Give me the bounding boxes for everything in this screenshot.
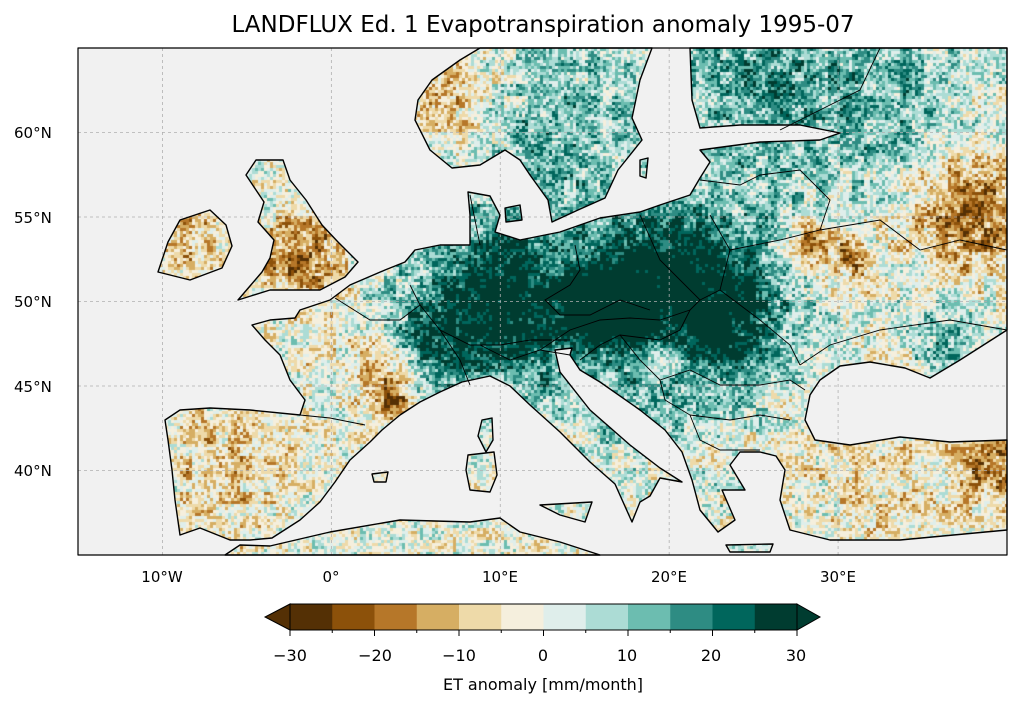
colorbar-swatch	[543, 604, 587, 630]
gridlines	[78, 48, 1007, 555]
colorbar-tick-label: −10	[442, 646, 476, 665]
coastline-mallorca	[371, 471, 389, 483]
coastline-sardinia	[465, 451, 498, 493]
colorbar-swatch	[290, 604, 333, 630]
colorbar-swatch	[416, 604, 460, 630]
coastline-crete	[725, 543, 774, 553]
y-tick-label: 55°N	[14, 209, 52, 227]
colorbar-swatch	[374, 604, 418, 630]
colorbar-tick-label: −30	[273, 646, 307, 665]
x-tick-label: 20°E	[650, 568, 688, 586]
colorbar-swatch	[332, 604, 375, 630]
colorbar-tick-label: 30	[785, 646, 807, 665]
y-tick-label: 50°N	[14, 293, 52, 311]
coastline-gb	[237, 159, 359, 301]
colorbar-tick-label: 10	[616, 646, 638, 665]
coastline-sicily	[539, 501, 593, 523]
coastlines-borders	[77, 47, 1008, 556]
y-tick-label: 45°N	[14, 378, 52, 396]
colorbar-tick-label: 20	[700, 646, 722, 665]
coastline-gotland	[639, 157, 649, 179]
x-tick-label: 30°E	[819, 568, 857, 586]
colorbar-swatch	[712, 604, 756, 630]
colorbar-swatch	[501, 604, 544, 630]
coastline-ireland	[157, 209, 233, 281]
colorbar-swatch	[754, 604, 798, 630]
country-borders	[299, 47, 1008, 451]
map-frame	[77, 47, 1008, 556]
x-tick-label: 10°E	[481, 568, 519, 586]
coastline-scandinavia	[414, 47, 653, 223]
colorbar-label: ET anomaly [mm/month]	[442, 675, 644, 694]
x-tick-label: 10°W	[141, 568, 183, 586]
coastline-africa	[224, 517, 601, 556]
colorbar-swatch	[585, 604, 629, 630]
colorbar-extend-max	[796, 603, 822, 631]
coastline-corsica	[477, 417, 494, 453]
coastline-mainland	[164, 47, 1008, 541]
colorbar-swatch	[670, 604, 713, 630]
colorbar-outline	[289, 603, 798, 631]
colorbar-swatch	[459, 604, 502, 630]
coastline-denmark_isl	[504, 204, 523, 223]
y-tick-label: 60°N	[14, 124, 52, 142]
colorbar-swatch	[628, 604, 671, 630]
colorbar-extend-min	[263, 603, 291, 631]
colorbar-tick-label: 0	[537, 646, 549, 665]
x-tick-label: 0°	[322, 568, 340, 586]
colorbar-tick-label: −20	[358, 646, 392, 665]
map-title: LANDFLUX Ed. 1 Evapotranspiration anomal…	[231, 12, 855, 38]
y-tick-label: 40°N	[14, 462, 52, 480]
